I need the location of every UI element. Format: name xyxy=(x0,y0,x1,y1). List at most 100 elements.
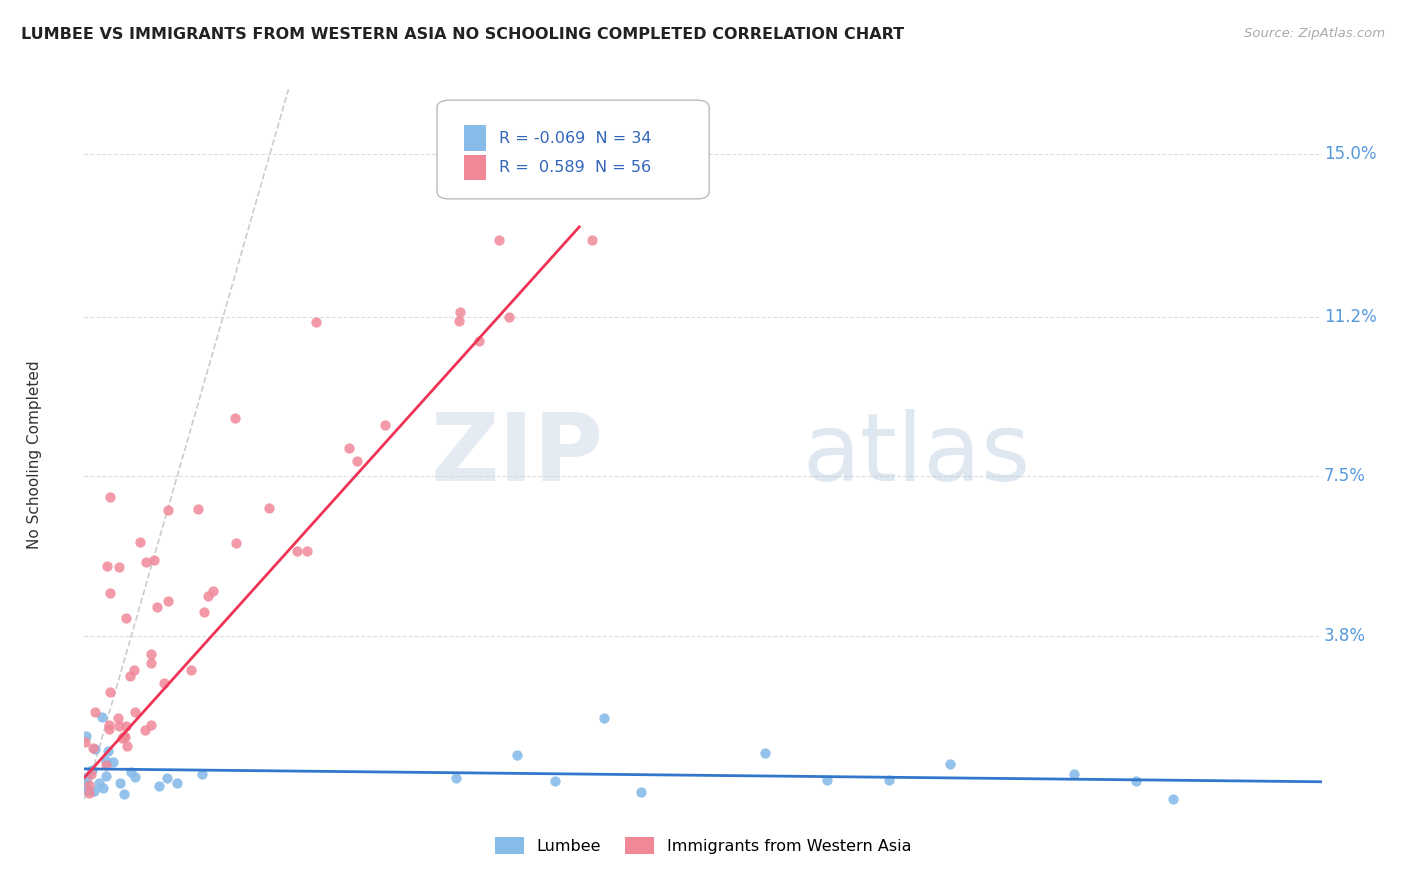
Point xyxy=(94,754,117,768)
Point xyxy=(815,773,838,788)
Bar xyxy=(464,154,486,180)
Point xyxy=(91,709,114,723)
Text: 3.8%: 3.8% xyxy=(1324,626,1367,645)
Point xyxy=(108,776,131,790)
Point xyxy=(295,543,318,558)
Point xyxy=(97,744,120,758)
Point xyxy=(143,553,166,567)
Point xyxy=(77,786,100,800)
Point xyxy=(488,233,510,247)
Point xyxy=(581,233,603,247)
Point xyxy=(80,767,103,781)
Point xyxy=(111,731,134,745)
Point xyxy=(191,766,214,780)
Point xyxy=(193,605,215,619)
Point xyxy=(76,783,98,797)
Point xyxy=(124,770,146,784)
Point xyxy=(91,780,114,795)
Point xyxy=(100,685,122,699)
Text: 7.5%: 7.5% xyxy=(1324,467,1367,485)
Text: LUMBEE VS IMMIGRANTS FROM WESTERN ASIA NO SCHOOLING COMPLETED CORRELATION CHART: LUMBEE VS IMMIGRANTS FROM WESTERN ASIA N… xyxy=(21,27,904,42)
Point xyxy=(187,501,209,516)
Point xyxy=(543,773,565,788)
Bar xyxy=(464,126,486,151)
Legend: Lumbee, Immigrants from Western Asia: Lumbee, Immigrants from Western Asia xyxy=(489,830,917,860)
Point xyxy=(939,757,962,772)
Point xyxy=(224,411,246,425)
Point xyxy=(373,418,395,433)
Point xyxy=(285,543,308,558)
Point xyxy=(166,776,188,790)
Point xyxy=(124,705,146,719)
Point xyxy=(83,784,105,798)
Point xyxy=(305,315,328,329)
Point xyxy=(259,501,281,516)
Point xyxy=(122,663,145,677)
Point xyxy=(1063,766,1085,780)
Point xyxy=(98,586,121,600)
Point xyxy=(156,594,179,608)
Point xyxy=(107,711,129,725)
Point xyxy=(346,454,368,468)
Point xyxy=(468,334,491,349)
Point xyxy=(118,669,141,683)
Point xyxy=(80,763,103,777)
Point xyxy=(94,769,117,783)
Point xyxy=(75,777,97,791)
Point xyxy=(112,787,135,801)
Point xyxy=(630,785,652,799)
Point xyxy=(156,772,179,786)
Point xyxy=(877,772,900,787)
Point xyxy=(134,723,156,738)
Point xyxy=(96,558,118,573)
Point xyxy=(197,589,219,603)
Point xyxy=(94,757,117,772)
Point xyxy=(89,776,111,790)
Point xyxy=(101,756,124,770)
Point xyxy=(107,719,129,733)
Point xyxy=(141,656,163,670)
Point xyxy=(82,740,104,755)
Point xyxy=(107,560,129,574)
Point xyxy=(77,778,100,792)
Point xyxy=(444,771,467,785)
Point xyxy=(128,535,150,549)
Point xyxy=(146,599,169,614)
FancyBboxPatch shape xyxy=(437,100,709,199)
Text: R =  0.589  N = 56: R = 0.589 N = 56 xyxy=(499,160,651,175)
Point xyxy=(75,735,97,749)
Point xyxy=(139,717,162,731)
Point xyxy=(180,663,202,677)
Point xyxy=(593,710,616,724)
Point xyxy=(83,706,105,720)
Point xyxy=(202,583,225,598)
Point xyxy=(339,441,361,455)
Point xyxy=(98,490,121,504)
Point xyxy=(115,739,138,753)
Point xyxy=(114,730,136,744)
Point xyxy=(1125,773,1147,788)
Text: 11.2%: 11.2% xyxy=(1324,309,1376,326)
Point xyxy=(98,723,121,737)
Point xyxy=(754,746,776,760)
Point xyxy=(156,502,179,516)
Text: No Schooling Completed: No Schooling Completed xyxy=(27,360,42,549)
Point xyxy=(115,611,138,625)
Text: R = -0.069  N = 34: R = -0.069 N = 34 xyxy=(499,131,651,145)
Point xyxy=(449,305,471,319)
Point xyxy=(506,748,529,763)
Point xyxy=(76,730,98,744)
Text: 15.0%: 15.0% xyxy=(1324,145,1376,162)
Point xyxy=(148,779,170,793)
Point xyxy=(83,741,105,756)
Point xyxy=(225,536,247,550)
Point xyxy=(114,719,136,733)
Point xyxy=(1161,792,1184,806)
Point xyxy=(449,313,471,327)
Point xyxy=(76,771,98,785)
Text: atlas: atlas xyxy=(801,409,1031,501)
Point xyxy=(120,764,142,779)
Point xyxy=(134,555,156,569)
Point xyxy=(498,310,520,324)
Point xyxy=(112,729,135,743)
